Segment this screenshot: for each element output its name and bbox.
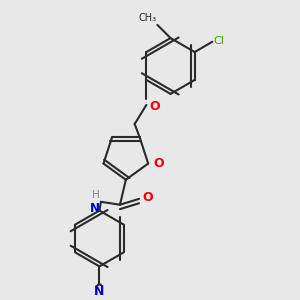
Text: N: N	[94, 286, 105, 298]
Text: O: O	[154, 157, 164, 170]
Text: CH₃: CH₃	[138, 13, 157, 22]
Text: H: H	[92, 190, 99, 200]
Text: O: O	[142, 191, 153, 204]
Text: Cl: Cl	[214, 36, 225, 46]
Text: O: O	[149, 100, 160, 113]
Text: N: N	[89, 202, 99, 215]
